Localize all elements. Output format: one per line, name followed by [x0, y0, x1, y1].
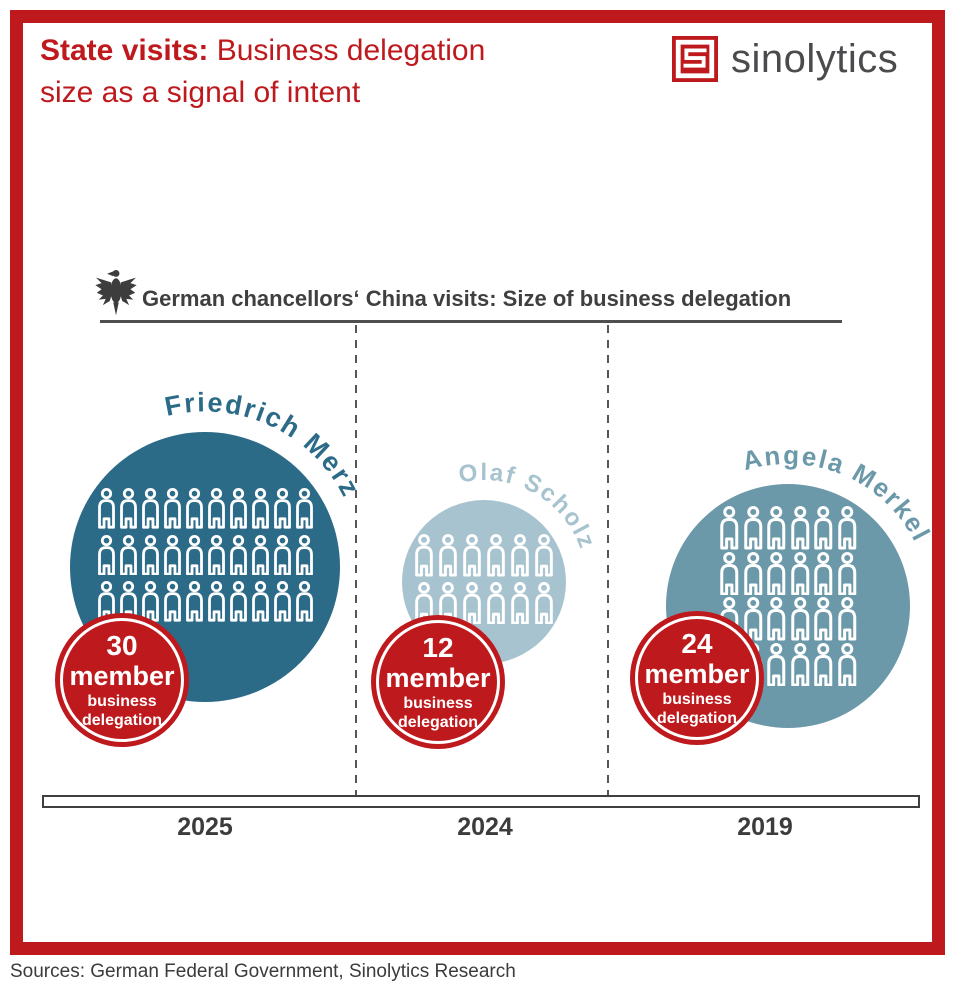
delegation-badge: 12 member business delegation [371, 615, 505, 749]
badge-line: business [662, 690, 732, 708]
brand-logo: sinolytics [672, 36, 898, 82]
page-title-rest: Business delegation [208, 34, 486, 67]
delegation-badge: 30 member business delegation [55, 613, 189, 747]
column-divider-dashed [607, 325, 609, 795]
chart-header-divider [100, 320, 842, 323]
chancellor-name-arc: Angela Merkel [739, 440, 937, 547]
year-label-2024: 2024 [457, 813, 513, 841]
badge-unit: member [69, 660, 175, 691]
delegation-badge: 24 member business delegation [630, 611, 764, 745]
chancellor-name-arc: Olaf Scholz [457, 459, 601, 553]
page-title: State visits: Business delegation size a… [40, 30, 485, 114]
badge-unit: member [644, 658, 750, 689]
sources-note: Sources: German Federal Government, Sino… [10, 961, 516, 982]
sinolytics-logo-icon [672, 36, 718, 82]
page-title-line1: State visits: Business delegation [40, 30, 485, 72]
svg-text:Angela Merkel: Angela Merkel [739, 440, 937, 547]
chancellor-name: Friedrich Merz [162, 387, 364, 502]
german-federal-eagle-icon [95, 270, 137, 316]
svg-text:Olaf Scholz: Olaf Scholz [457, 459, 601, 553]
brand-name: sinolytics [731, 37, 899, 81]
year-label-2025: 2025 [177, 813, 233, 841]
badge-line: business [87, 692, 157, 710]
badge-line: delegation [397, 713, 478, 731]
badge-count: 12 [422, 631, 454, 663]
badge-count: 30 [106, 629, 138, 661]
page-title-bold: State visits: [40, 34, 209, 67]
column-divider-dashed [355, 325, 357, 795]
badge-line: delegation [81, 711, 162, 729]
page-title-line2: size as a signal of intent [40, 76, 361, 109]
badge-line: business [403, 694, 473, 712]
chancellor-group-merz: Friedrich Merz 30 member business delega… [40, 387, 370, 760]
year-label-2019: 2019 [737, 813, 793, 841]
chart-title: German chancellors‘ China visits: Size o… [142, 286, 792, 311]
badge-line: delegation [656, 709, 737, 727]
svg-text:Friedrich Merz: Friedrich Merz [162, 387, 366, 502]
chancellor-group-scholz: Olaf Scholz 12 member business delegatio… [371, 455, 635, 765]
chancellor-name: Angela Merkel [739, 440, 935, 547]
badge-count: 24 [681, 627, 713, 659]
chancellor-name: Olaf Scholz [457, 459, 599, 553]
chancellor-name-arc: Friedrich Merz [162, 387, 366, 502]
chancellor-group-merkel: Angela Merkel 24 member business delegat… [630, 425, 945, 755]
badge-unit: member [385, 662, 491, 693]
timeline-bar [42, 795, 920, 808]
